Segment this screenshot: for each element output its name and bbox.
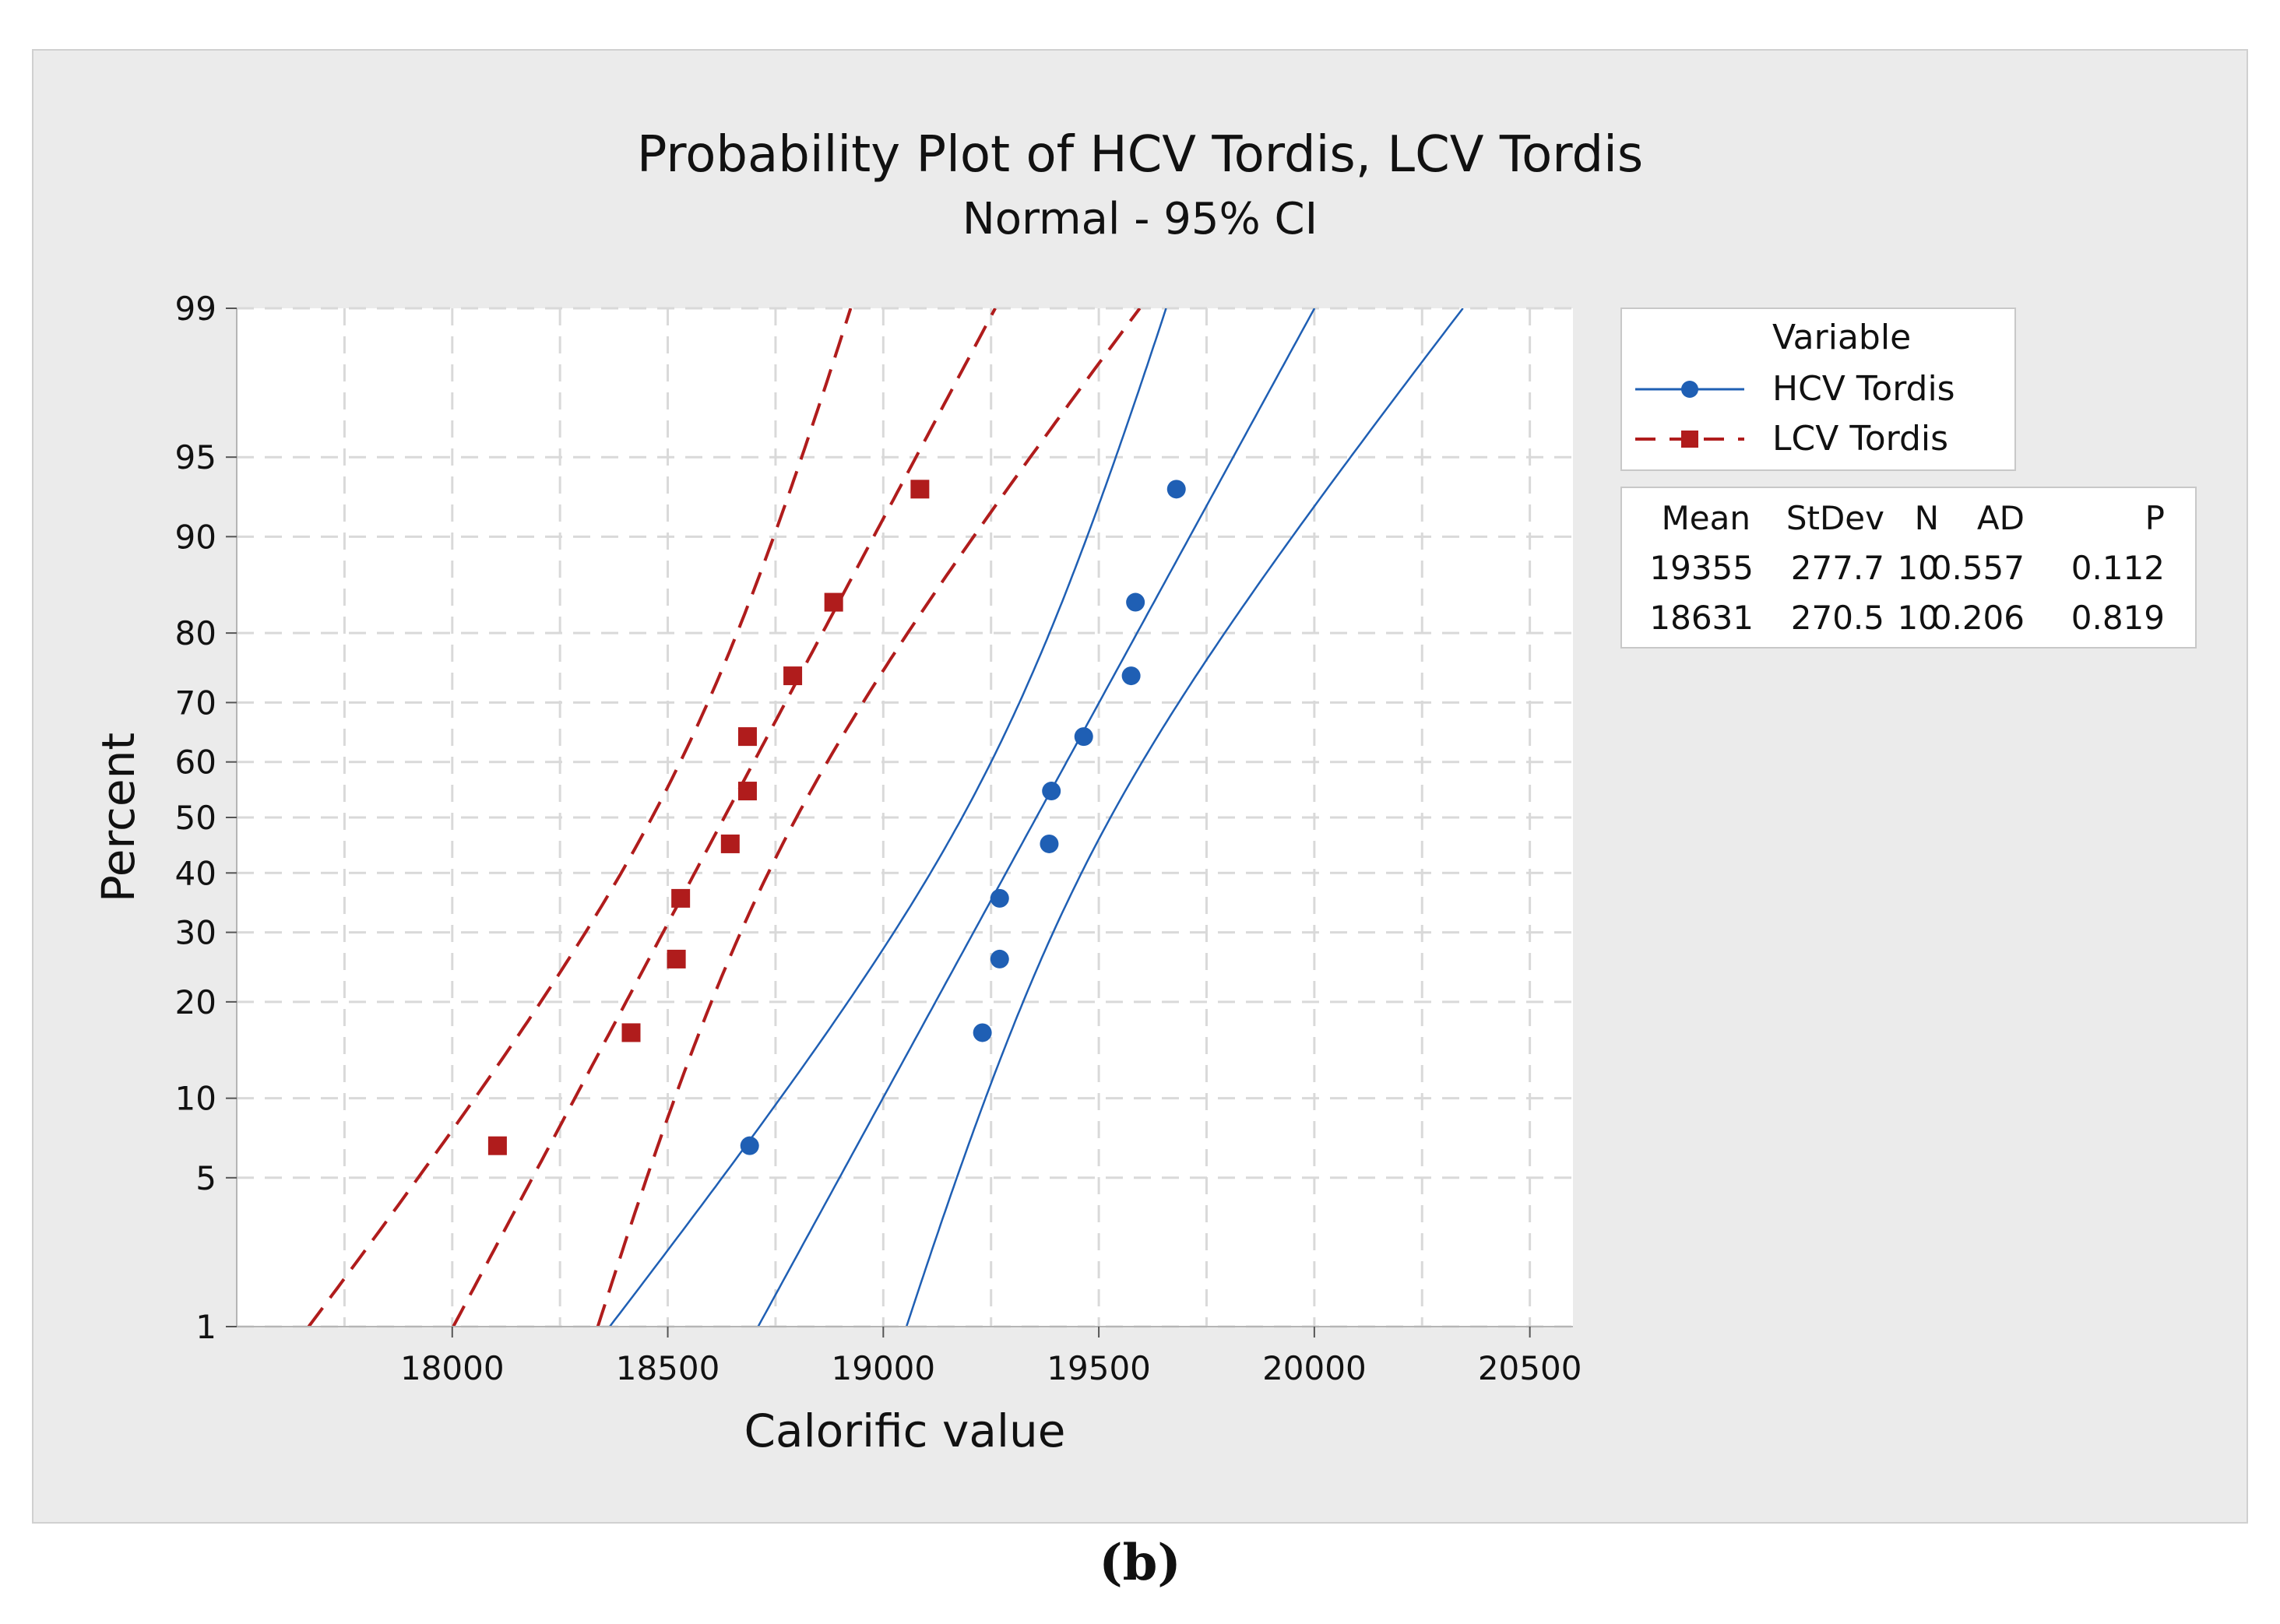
lcv-data-point xyxy=(910,480,930,499)
hcv-ci-lower-line xyxy=(609,308,1167,1327)
stats-row1-p: 0.112 xyxy=(2071,549,2165,587)
lcv-data-point xyxy=(667,949,686,968)
x-tick-label: 20000 xyxy=(1262,1349,1367,1387)
x-ticks: 18000 18500 19000 19500 20000 20500 xyxy=(400,1327,1582,1387)
x-tick-label: 18000 xyxy=(400,1349,505,1387)
chart-subtitle: Normal - 95% CI xyxy=(962,194,1318,244)
figure-caption: (b) xyxy=(1099,1534,1181,1592)
legend-title: Variable xyxy=(1772,318,1911,357)
lcv-data-point xyxy=(783,666,803,686)
hcv-data-point xyxy=(990,888,1009,908)
hcv-data-point xyxy=(990,949,1009,968)
data-points xyxy=(487,480,1186,1155)
x-tick-label: 19500 xyxy=(1047,1349,1151,1387)
lcv-ci-upper-line xyxy=(596,308,1142,1327)
lcv-data-point xyxy=(824,592,843,612)
hcv-data-point xyxy=(1074,727,1093,747)
stats-table-box xyxy=(1620,487,2197,649)
stats-header-n: N xyxy=(1915,499,1939,537)
hcv-fit-line xyxy=(757,308,1316,1327)
legend-label-lcv: LCV Tordis xyxy=(1772,419,1948,459)
hcv-data-point xyxy=(1121,666,1141,686)
legend-marker-hcv xyxy=(1681,381,1698,398)
gridlines xyxy=(237,307,1573,1328)
hcv-data-point xyxy=(740,1136,759,1155)
hcv-data-point xyxy=(1166,480,1186,499)
y-axis-label: Percent xyxy=(92,733,145,902)
stats-row2-mean: 18631 xyxy=(1649,599,1754,637)
x-tick-label: 18500 xyxy=(616,1349,720,1387)
y-tick-label: 70 xyxy=(175,684,216,722)
x-tick-label: 20500 xyxy=(1478,1349,1582,1387)
lcv-data-point xyxy=(487,1136,507,1155)
stats-row1-stdev: 277.7 xyxy=(1791,549,1884,587)
stats-row2-p: 0.819 xyxy=(2071,599,2165,637)
chart-title: Probability Plot of HCV Tordis, LCV Tord… xyxy=(637,126,1643,184)
stats-row1-n: 10 xyxy=(1898,549,1939,587)
x-axis-label: Calorific value xyxy=(744,1404,1066,1457)
lcv-fit-line xyxy=(452,308,997,1327)
lcv-data-point xyxy=(737,727,757,747)
legend-label-hcv: HCV Tordis xyxy=(1772,369,1955,409)
y-tick-label: 10 xyxy=(175,1080,216,1118)
stats-header-ad: AD xyxy=(1977,499,2025,537)
y-tick-label: 30 xyxy=(175,914,216,952)
hcv-ci-upper-line xyxy=(905,308,1464,1327)
hcv-data-point xyxy=(1040,834,1059,853)
y-tick-label: 90 xyxy=(175,518,216,556)
stats-row1-mean: 19355 xyxy=(1649,549,1754,587)
y-tick-label: 1 xyxy=(195,1308,216,1346)
plot-area xyxy=(237,308,1573,1327)
stats-header-mean: Mean xyxy=(1662,499,1750,537)
hcv-data-point xyxy=(1126,592,1145,612)
stats-row1-ad: 0.557 xyxy=(1931,549,2025,587)
x-tick-label: 19000 xyxy=(832,1349,936,1387)
y-tick-label: 40 xyxy=(175,854,216,892)
hcv-data-point xyxy=(1042,782,1061,801)
confidence-bands xyxy=(307,308,1464,1327)
legend-marker-lcv xyxy=(1681,431,1698,448)
y-tick-label: 95 xyxy=(175,438,216,476)
y-ticks: 1 5 10 20 30 40 50 60 70 80 90 95 99 xyxy=(175,290,237,1346)
lcv-data-point xyxy=(737,782,757,801)
y-tick-label: 99 xyxy=(175,290,216,328)
stats-row2-n: 10 xyxy=(1898,599,1939,637)
y-tick-label: 60 xyxy=(175,743,216,782)
stats-header-p: P xyxy=(2145,499,2165,537)
y-tick-label: 80 xyxy=(175,614,216,652)
lcv-data-point xyxy=(671,888,691,908)
lcv-ci-lower-line xyxy=(307,308,853,1327)
y-tick-label: 20 xyxy=(175,983,216,1021)
y-tick-label: 5 xyxy=(195,1159,216,1197)
lcv-data-point xyxy=(720,834,740,853)
lcv-data-point xyxy=(621,1023,641,1042)
stats-row2-stdev: 270.5 xyxy=(1791,599,1884,637)
stats-header-stdev: StDev xyxy=(1786,499,1884,537)
stats-row2-ad: 0.206 xyxy=(1931,599,2025,637)
y-tick-label: 50 xyxy=(175,799,216,837)
hcv-data-point xyxy=(973,1023,992,1042)
